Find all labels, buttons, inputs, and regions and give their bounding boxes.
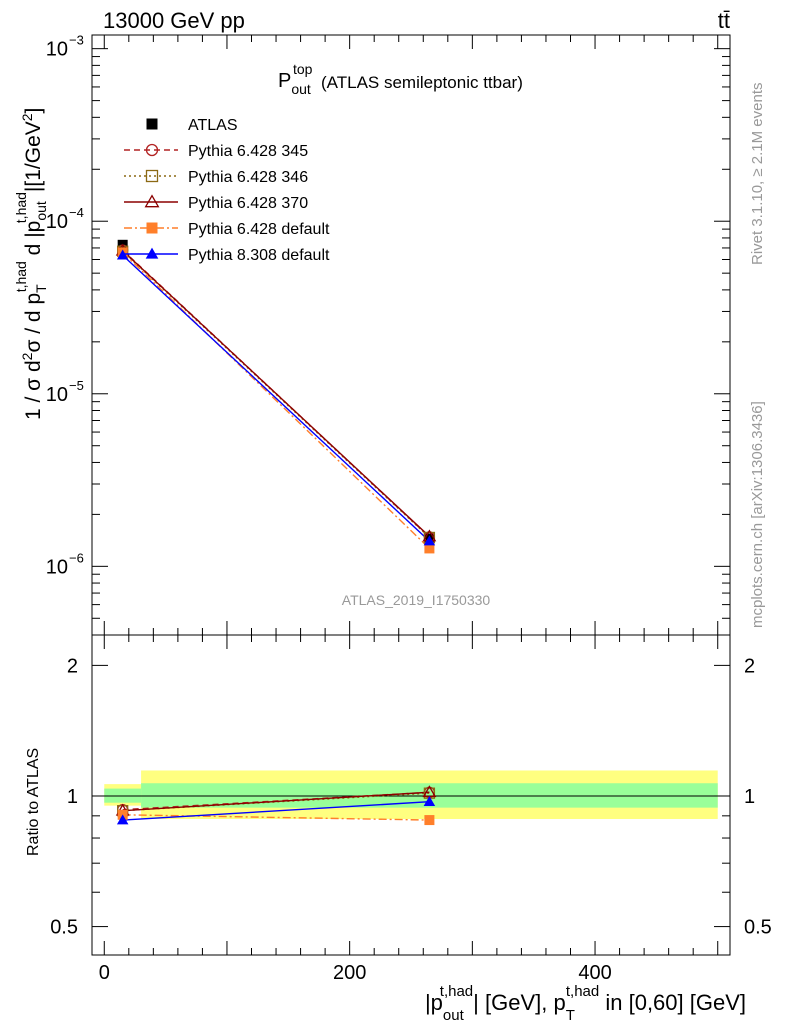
ratio-y-axis-label: Ratio to ATLAS <box>25 748 42 856</box>
legend-label: Pythia 6.428 346 <box>188 169 308 186</box>
legend-marker <box>146 118 158 130</box>
ratio-line <box>122 791 430 812</box>
data-point <box>116 249 129 260</box>
ratio-y-tick-label-left: 1 <box>67 786 78 808</box>
x-tick-label: 0 <box>99 962 110 984</box>
main-y-tick-label: 10 <box>46 211 68 233</box>
x-tick-label: 400 <box>578 962 611 984</box>
source-label: mcplots.cern.ch [arXiv:1306.3436] <box>749 401 766 628</box>
svg-text:Pout: Pout <box>278 70 311 97</box>
series-line-pythia-8-308-default <box>122 254 430 542</box>
x-axis-label: |poutt,had| [GeV], pTt,had in [0,60] [Ge… <box>425 983 746 1024</box>
legend-label: ATLAS <box>188 117 238 134</box>
main-y-tick-label: 10 <box>46 384 68 406</box>
process-label: tt̄ <box>718 8 730 33</box>
ratio-point <box>423 795 436 806</box>
main-y-tick-exponent: −4 <box>69 205 84 220</box>
data-point <box>424 543 435 554</box>
ratio-line <box>122 801 430 821</box>
legend-marker <box>145 247 159 259</box>
title-sup: top <box>293 61 313 77</box>
ratio-y-tick-label-right: 2 <box>744 655 755 677</box>
ratio-y-tick-label-right: 1 <box>744 786 755 808</box>
ratio-line <box>122 814 430 821</box>
title-suffix: (ATLAS semileptonic ttbar) <box>321 73 523 92</box>
ratio-point <box>116 814 129 825</box>
plot-title: Pout top (ATLAS semileptonic ttbar) <box>278 61 523 97</box>
legend-marker <box>145 169 159 183</box>
ratio-point <box>424 815 435 826</box>
ratio-series <box>115 785 437 826</box>
ratio-frame <box>91 634 731 956</box>
legend-label: Pythia 6.428 370 <box>188 195 308 212</box>
legend-label: Pythia 6.428 default <box>188 221 330 238</box>
legend-marker <box>146 222 158 234</box>
ratio-axes: 0.5 0.5 1 1 2 2 0 200 400 <box>50 634 772 984</box>
main-panel: 10−610−510−410−3 Pout top (ATLAS semilep… <box>13 33 731 636</box>
title-sub: out <box>291 81 311 97</box>
title-base: P <box>278 70 291 92</box>
main-series <box>115 239 437 554</box>
legend: ATLAS Pythia 6.428 345 Pythia 6.428 346 Pyt… <box>124 117 330 264</box>
ratio-bands <box>92 770 730 820</box>
analysis-id: ATLAS_2019_I1750330 <box>342 592 491 608</box>
main-y-tick-label: 10 <box>46 556 68 578</box>
x-tick-label: 200 <box>333 962 366 984</box>
main-y-tick-exponent: −5 <box>69 378 84 393</box>
main-y-axis-label: 1 / σ d2σ / d pTt,had d |poutt,had|[1/Ge… <box>13 108 49 420</box>
legend-label: Pythia 6.428 345 <box>188 143 308 160</box>
ratio-panel: 0.5 0.5 1 1 2 2 0 200 400 Ratio to ATLAS <box>25 634 772 984</box>
legend-marker <box>145 143 159 157</box>
main-y-tick-exponent: −6 <box>69 550 84 565</box>
energy-label: 13000 GeV pp <box>103 8 245 33</box>
ratio-y-tick-label-left: 2 <box>67 655 78 677</box>
legend-label: Pythia 8.308 default <box>188 247 330 264</box>
main-y-tick-exponent: −3 <box>69 33 84 48</box>
legend-marker <box>144 194 160 208</box>
data-point <box>423 535 436 546</box>
rivet-label: Rivet 3.1.10, ≥ 2.1M events <box>749 83 766 266</box>
series-line-pythia-6-428-default <box>122 251 430 549</box>
ratio-y-tick-label-left: 0.5 <box>50 917 78 939</box>
series-line-pythia-6-428-370 <box>122 250 430 537</box>
ratio-y-tick-label-right: 0.5 <box>744 917 772 939</box>
main-y-tick-label: 10 <box>46 39 68 61</box>
